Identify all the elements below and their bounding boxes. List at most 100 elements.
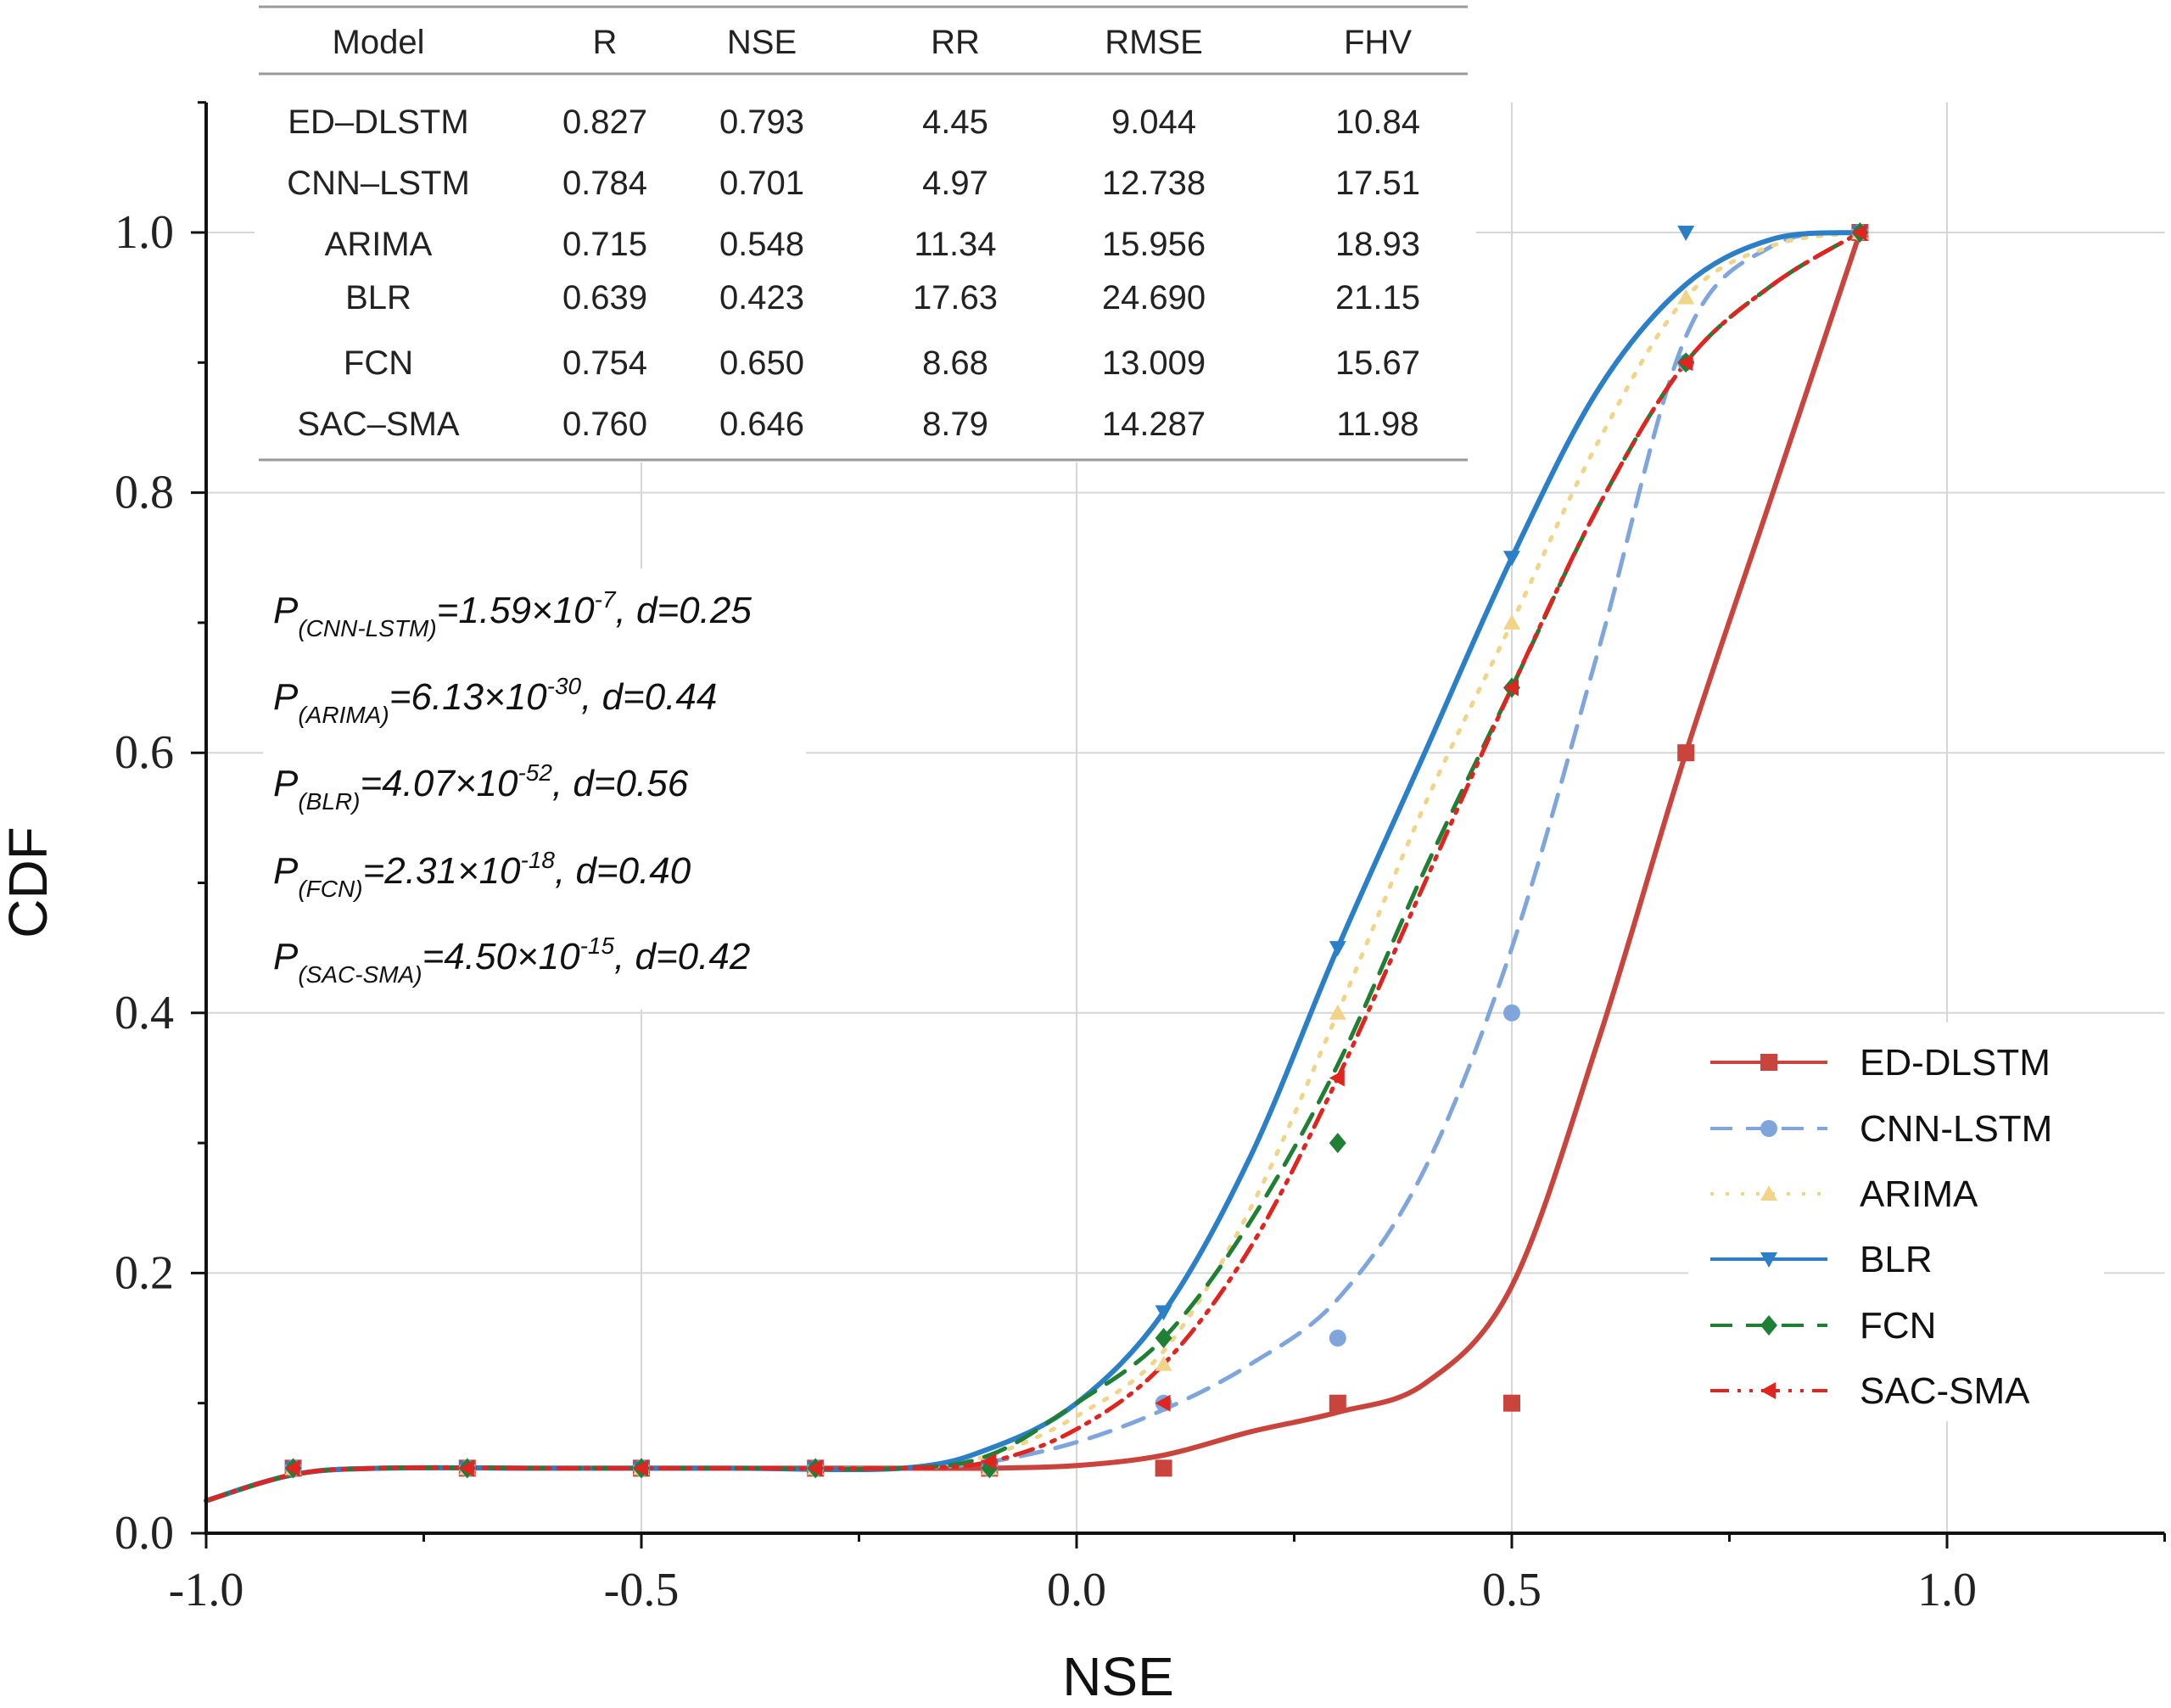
p-value-exponent: -15 [580, 932, 615, 959]
p-value-annotation: P(SAC-SMA)=4.50×10-15, d=0.42 [273, 932, 750, 988]
p-value-annotation: P(FCN)=2.31×10-18, d=0.40 [273, 847, 691, 902]
table-cell: 15.67 [1335, 344, 1420, 382]
data-point-arima [1329, 1004, 1346, 1020]
effect-size: , d=0.42 [614, 936, 750, 977]
p-value-exponent: -18 [521, 847, 556, 873]
table-cell: 0.793 [719, 104, 804, 141]
p-value-exponent: -30 [547, 673, 582, 699]
table-cell: 0.760 [562, 406, 647, 443]
markers [284, 222, 1869, 1479]
table-header: NSE [727, 24, 797, 61]
data-point-blr [1155, 1305, 1172, 1321]
p-subscript: (CNN-LSTM) [298, 615, 436, 641]
p-symbol: P [273, 936, 299, 977]
p-value-base: =2.31×10 [363, 850, 521, 892]
p-value-annotation: P(BLR)=4.07×10-52, d=0.56 [273, 759, 689, 815]
legend-label: SAC-SMA [1860, 1370, 2030, 1412]
table-cell: 0.827 [562, 104, 647, 141]
p-value-base: =4.50×10 [422, 936, 580, 977]
data-point-sac-sma [1851, 224, 1867, 241]
table-cell: 21.15 [1335, 279, 1420, 316]
legend-label: ED-DLSTM [1860, 1042, 2051, 1084]
table-cell: BLR [345, 279, 411, 316]
p-value-exponent: -7 [595, 586, 617, 613]
table-cell: 17.63 [913, 279, 998, 316]
y-tick-label: 0.2 [115, 1246, 174, 1299]
legend-label: FCN [1860, 1305, 1936, 1347]
legend-marker-icon [1760, 1054, 1777, 1071]
table-cell: 14.287 [1102, 406, 1206, 443]
data-point-blr [1677, 226, 1695, 241]
table-cell: 0.715 [562, 226, 647, 263]
curves [204, 230, 1863, 1504]
table-cell: 11.34 [914, 226, 996, 263]
table-header: R [593, 24, 618, 61]
x-tick-label: -1.0 [169, 1564, 244, 1616]
table-cell: 0.701 [719, 165, 804, 202]
y-tick-label: 0.8 [115, 467, 174, 519]
table-cell: SAC–SMA [297, 406, 459, 443]
p-value-base: =1.59×10 [437, 590, 595, 631]
table-cell: 11.98 [1336, 406, 1418, 443]
p-value-exponent: -52 [518, 759, 552, 786]
table-cell: CNN–LSTM [287, 165, 470, 202]
table-cell: 0.650 [719, 344, 804, 382]
x-tick-label: 0.5 [1482, 1564, 1542, 1616]
legend-label: BLR [1860, 1239, 1933, 1280]
p-symbol: P [273, 590, 299, 631]
legend-marker-icon [1760, 1185, 1777, 1201]
table-cell: 10.84 [1335, 104, 1420, 141]
legend-marker-icon [1760, 1382, 1776, 1399]
table-cell: 0.639 [562, 279, 647, 316]
data-point-cnn-lstm [1503, 1004, 1520, 1022]
data-point-blr [1329, 941, 1346, 957]
data-point-cnn-lstm [1329, 1330, 1346, 1347]
p-subscript: (ARIMA) [298, 702, 389, 728]
table-cell: 8.68 [922, 344, 988, 382]
p-subscript: (SAC-SMA) [298, 961, 422, 988]
legend-item-blr: BLR [1710, 1239, 1933, 1280]
data-point-sac-sma [1677, 354, 1693, 372]
legend-marker-icon [1760, 1120, 1777, 1137]
table-cell: 9.044 [1111, 104, 1196, 141]
table-cell: 13.009 [1102, 344, 1206, 382]
y-tick-label: 1.0 [115, 206, 174, 259]
table-cell: 0.754 [562, 344, 647, 382]
data-point-sac-sma [981, 1453, 997, 1470]
p-value-annotations: P(CNN-LSTM)=1.59×10-7, d=0.25P(ARIMA)=6.… [263, 568, 806, 1010]
y-tick-label: 0.6 [115, 726, 174, 779]
data-point-fcn [1155, 1328, 1172, 1349]
y-tick-label: 0.0 [115, 1507, 174, 1560]
table-cell: 0.646 [719, 406, 804, 443]
y-tick-label: 0.4 [115, 987, 174, 1039]
x-tick-label: -0.5 [604, 1564, 680, 1616]
metrics-table: Model R NSE RR RMSE FHV ED–DLSTM 0.827 0.793 4.45… [255, 0, 1476, 462]
table-cell: 17.51 [1335, 165, 1420, 202]
table-header: Model [333, 24, 425, 61]
legend-item-sac-sma: SAC-SMA [1710, 1370, 2030, 1412]
legend-label: CNN-LSTM [1860, 1108, 2052, 1150]
data-point-sac-sma [633, 1459, 648, 1477]
data-point-blr [1503, 551, 1520, 567]
data-point-sac-sma [458, 1459, 474, 1477]
x-axis-title: NSE [1062, 1646, 1174, 1707]
table-header: RR [931, 24, 980, 61]
legend-item-ed-dlstm: ED-DLSTM [1710, 1042, 2051, 1084]
data-point-sac-sma [284, 1459, 300, 1477]
table-header: FHV [1344, 24, 1412, 61]
p-symbol: P [273, 850, 299, 892]
p-value-base: =4.07×10 [360, 763, 518, 804]
data-point-sac-sma [1503, 679, 1519, 697]
table-cell: 12.738 [1102, 165, 1206, 202]
axes: -1.0 -0.5 0.0 0.5 1.0 0.0 0.2 0.4 0.6 0.8 1.0 [115, 101, 2166, 1616]
p-value-base: =6.13×10 [389, 676, 547, 718]
table-cell: 0.423 [719, 279, 804, 316]
table-cell: ED–DLSTM [288, 104, 468, 141]
legend-marker-icon [1760, 1315, 1777, 1336]
data-point-ed-dlstm [1155, 1459, 1172, 1477]
data-point-fcn [1329, 1133, 1346, 1154]
data-point-sac-sma [1329, 1069, 1345, 1087]
table-cell: 0.784 [562, 165, 647, 202]
table-cell: 18.93 [1335, 226, 1420, 263]
